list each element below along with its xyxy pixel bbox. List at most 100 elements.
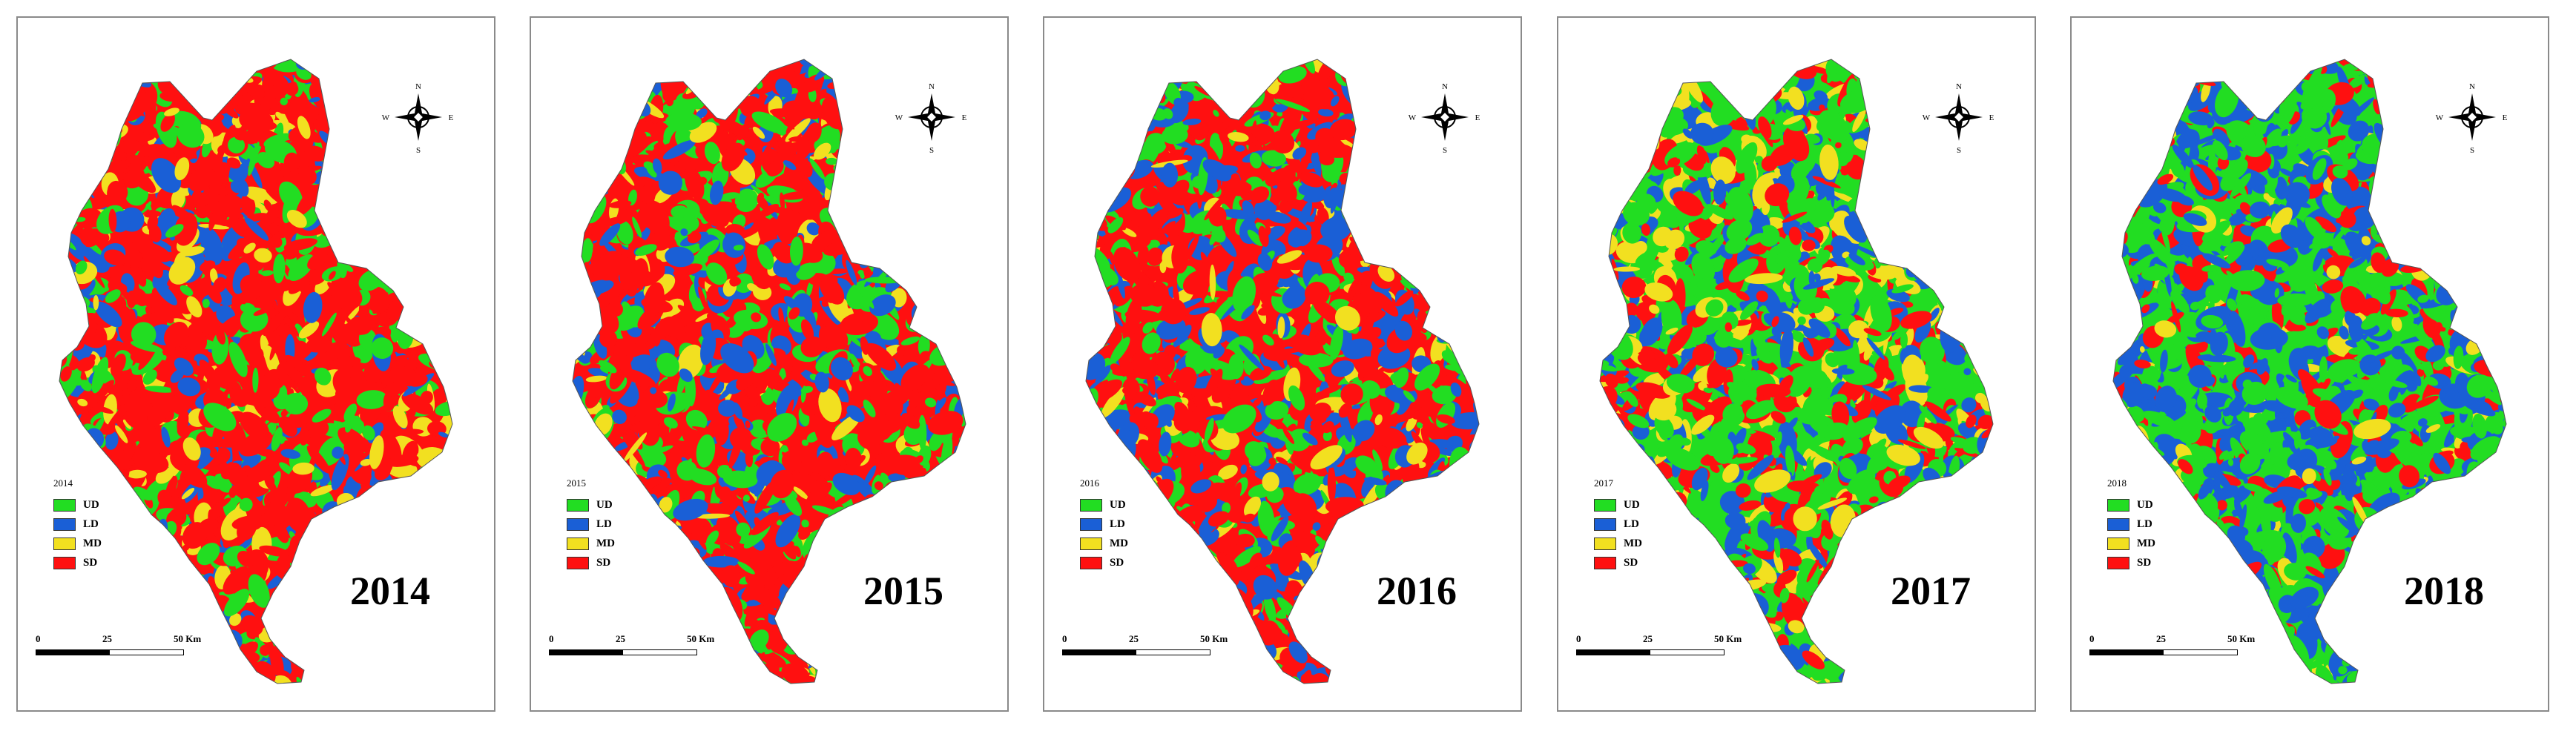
legend-swatch <box>567 537 589 550</box>
legend-swatch <box>567 556 589 569</box>
scale-bar: 0 25 50 Km <box>36 633 201 663</box>
compass-s: S <box>416 146 421 154</box>
legend-year: 2018 <box>2107 477 2127 489</box>
legend-label: LD <box>83 517 99 530</box>
legend-label: MD <box>1110 537 1128 549</box>
legend-swatch <box>1594 556 1616 569</box>
legend-label: SD <box>1624 556 1638 569</box>
scale-tick-25: 25 <box>2156 633 2166 644</box>
map-legend: 2018 UD LD MD SD <box>2107 477 2155 572</box>
map-panel-2018: N S W E 2018 UD LD MD SD 2018 0 25 50 Km <box>2070 16 2549 712</box>
scale-bar: 0 25 50 Km <box>2089 633 2255 663</box>
legend-swatch <box>2107 537 2129 550</box>
legend-item-ld: LD <box>1080 515 1128 534</box>
map-panel-2017: N S W E 2017 UD LD MD SD 2017 0 25 50 Km <box>1557 16 2036 712</box>
map-panel-2014: N S W E 2014 UD LD MD SD 2014 0 25 50 Km <box>16 16 495 712</box>
compass-e: E <box>1989 113 1994 122</box>
scale-tick-50: 50 Km <box>174 633 202 644</box>
north-arrow-compass-icon: N S W E <box>381 80 455 155</box>
scale-tick-25: 25 <box>1643 633 1653 644</box>
scale-tick-0: 0 <box>2089 633 2095 644</box>
legend-item-ud: UD <box>53 495 102 515</box>
scale-tick-0: 0 <box>1576 633 1581 644</box>
legend-label: MD <box>2137 537 2155 549</box>
compass-w: W <box>1923 113 1931 122</box>
legend-item-ud: UD <box>2107 495 2155 515</box>
compass-e: E <box>2503 113 2508 122</box>
map-legend: 2014 UD LD MD SD <box>53 477 102 572</box>
compass-n: N <box>1956 82 1962 91</box>
compass-e: E <box>449 113 454 122</box>
region-boundary <box>1085 59 1480 684</box>
region-boundary <box>2112 59 2507 684</box>
map-legend: 2016 UD LD MD SD <box>1080 477 1128 572</box>
region-boundary <box>59 59 453 684</box>
legend-label: SD <box>83 556 98 569</box>
legend-swatch <box>567 498 589 512</box>
scale-tick-50: 50 Km <box>687 633 715 644</box>
legend-item-ld: LD <box>53 515 102 534</box>
legend-swatch <box>2107 556 2129 569</box>
legend-item-md: MD <box>567 534 615 553</box>
compass-w: W <box>1409 113 1417 122</box>
legend-item-ud: UD <box>567 495 615 515</box>
legend-item-sd: SD <box>1594 553 1642 572</box>
legend-year: 2014 <box>53 477 73 489</box>
drought-map <box>59 59 453 684</box>
legend-item-sd: SD <box>53 553 102 572</box>
scale-tick-50: 50 Km <box>1714 633 1742 644</box>
legend-label: LD <box>1110 517 1125 530</box>
legend-item-ud: UD <box>1080 495 1128 515</box>
compass-n: N <box>1442 82 1448 91</box>
drought-map <box>1599 59 1994 684</box>
compass-s: S <box>1957 146 1961 154</box>
scale-bar: 0 25 50 Km <box>1062 633 1228 663</box>
drought-map <box>2112 59 2507 684</box>
year-label: 2014 <box>350 569 430 613</box>
compass-w: W <box>382 113 390 122</box>
compass-w: W <box>2436 113 2444 122</box>
legend-swatch <box>53 517 76 531</box>
legend-swatch <box>53 556 76 569</box>
legend-swatch <box>53 537 76 550</box>
legend-item-ud: UD <box>1594 495 1642 515</box>
legend-item-sd: SD <box>567 553 615 572</box>
legend-swatch <box>1080 517 1102 531</box>
legend-label: UD <box>1110 498 1126 511</box>
legend-label: MD <box>596 537 615 549</box>
legend-label: LD <box>1624 517 1639 530</box>
legend-item-sd: SD <box>2107 553 2155 572</box>
legend-label: LD <box>596 517 612 530</box>
north-arrow-compass-icon: N S W E <box>2435 80 2509 155</box>
region-boundary <box>1599 59 1994 684</box>
legend-swatch <box>2107 498 2129 512</box>
legend-label: SD <box>596 556 611 569</box>
legend-year: 2017 <box>1594 477 1613 489</box>
legend-item-ld: LD <box>1594 515 1642 534</box>
year-label: 2017 <box>1891 569 1971 613</box>
legend-label: SD <box>2137 556 2152 569</box>
legend-swatch <box>1080 537 1102 550</box>
legend-swatch <box>1594 537 1616 550</box>
year-label: 2018 <box>2404 569 2484 613</box>
legend-swatch <box>1080 556 1102 569</box>
legend-label: UD <box>83 498 99 511</box>
scale-tick-0: 0 <box>36 633 41 644</box>
map-legend: 2015 UD LD MD SD <box>567 477 615 572</box>
scale-tick-25: 25 <box>1129 633 1139 644</box>
scale-bar: 0 25 50 Km <box>549 633 714 663</box>
drought-map <box>1085 59 1480 684</box>
legend-year: 2015 <box>567 477 586 489</box>
legend-label: SD <box>1110 556 1124 569</box>
legend-label: UD <box>596 498 613 511</box>
legend-swatch <box>2107 517 2129 531</box>
scale-tick-50: 50 Km <box>1200 633 1228 644</box>
legend-year: 2016 <box>1080 477 1099 489</box>
map-legend: 2017 UD LD MD SD <box>1594 477 1642 572</box>
year-label: 2016 <box>1377 569 1457 613</box>
region-boundary <box>572 59 966 684</box>
compass-n: N <box>929 82 935 91</box>
scale-tick-0: 0 <box>1062 633 1067 644</box>
compass-n: N <box>2469 82 2475 91</box>
north-arrow-compass-icon: N S W E <box>895 80 969 155</box>
